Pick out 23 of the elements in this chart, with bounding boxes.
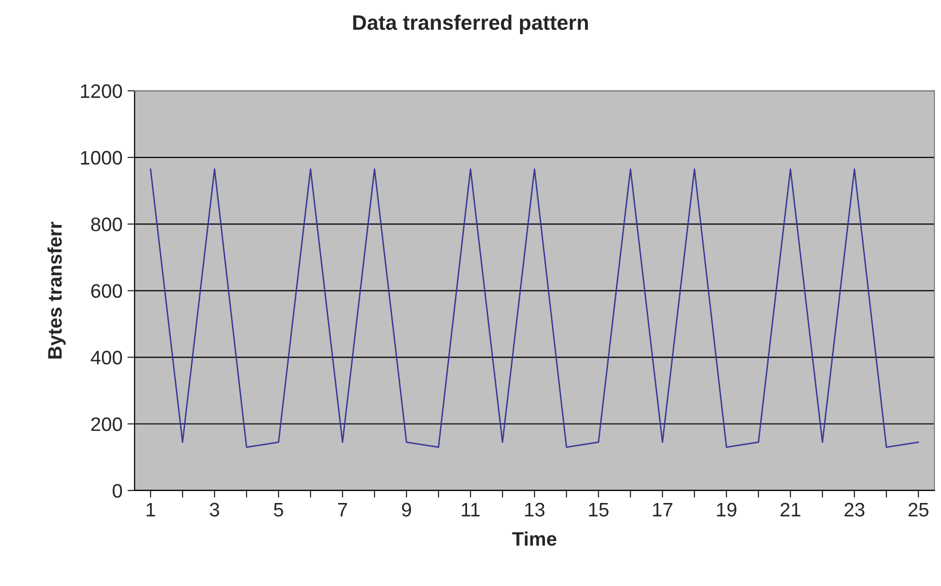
- x-tick-label: 1: [146, 503, 156, 516]
- x-tick-label: 7: [338, 503, 347, 516]
- y-tick-label: 0: [112, 484, 122, 498]
- y-tick-label: 600: [91, 284, 122, 298]
- y-tick-label: 1000: [80, 150, 122, 165]
- y-tick-label: 200: [91, 417, 122, 432]
- x-tick-label: 3: [210, 502, 220, 517]
- y-tick-label: 800: [91, 218, 122, 232]
- x-tick-label: 21: [780, 502, 800, 516]
- chart-title: Data transferred pattern: [353, 14, 588, 34]
- y-tick-label: 1200: [80, 84, 122, 98]
- x-tick-label: 23: [844, 502, 864, 517]
- x-tick-label: 9: [402, 502, 411, 517]
- y-axis-title: Bytes transferr: [47, 222, 66, 359]
- x-tick-label: 5: [274, 503, 284, 517]
- x-tick-label: 25: [908, 502, 928, 517]
- x-tick-label: 15: [589, 503, 608, 517]
- x-tick-label: 17: [653, 503, 672, 516]
- x-tick-label: 19: [717, 502, 736, 517]
- y-tick-label: 400: [90, 350, 122, 364]
- x-axis-title: Time: [512, 532, 556, 546]
- x-tick-label: 11: [462, 503, 480, 516]
- x-tick-label: 13: [525, 502, 544, 517]
